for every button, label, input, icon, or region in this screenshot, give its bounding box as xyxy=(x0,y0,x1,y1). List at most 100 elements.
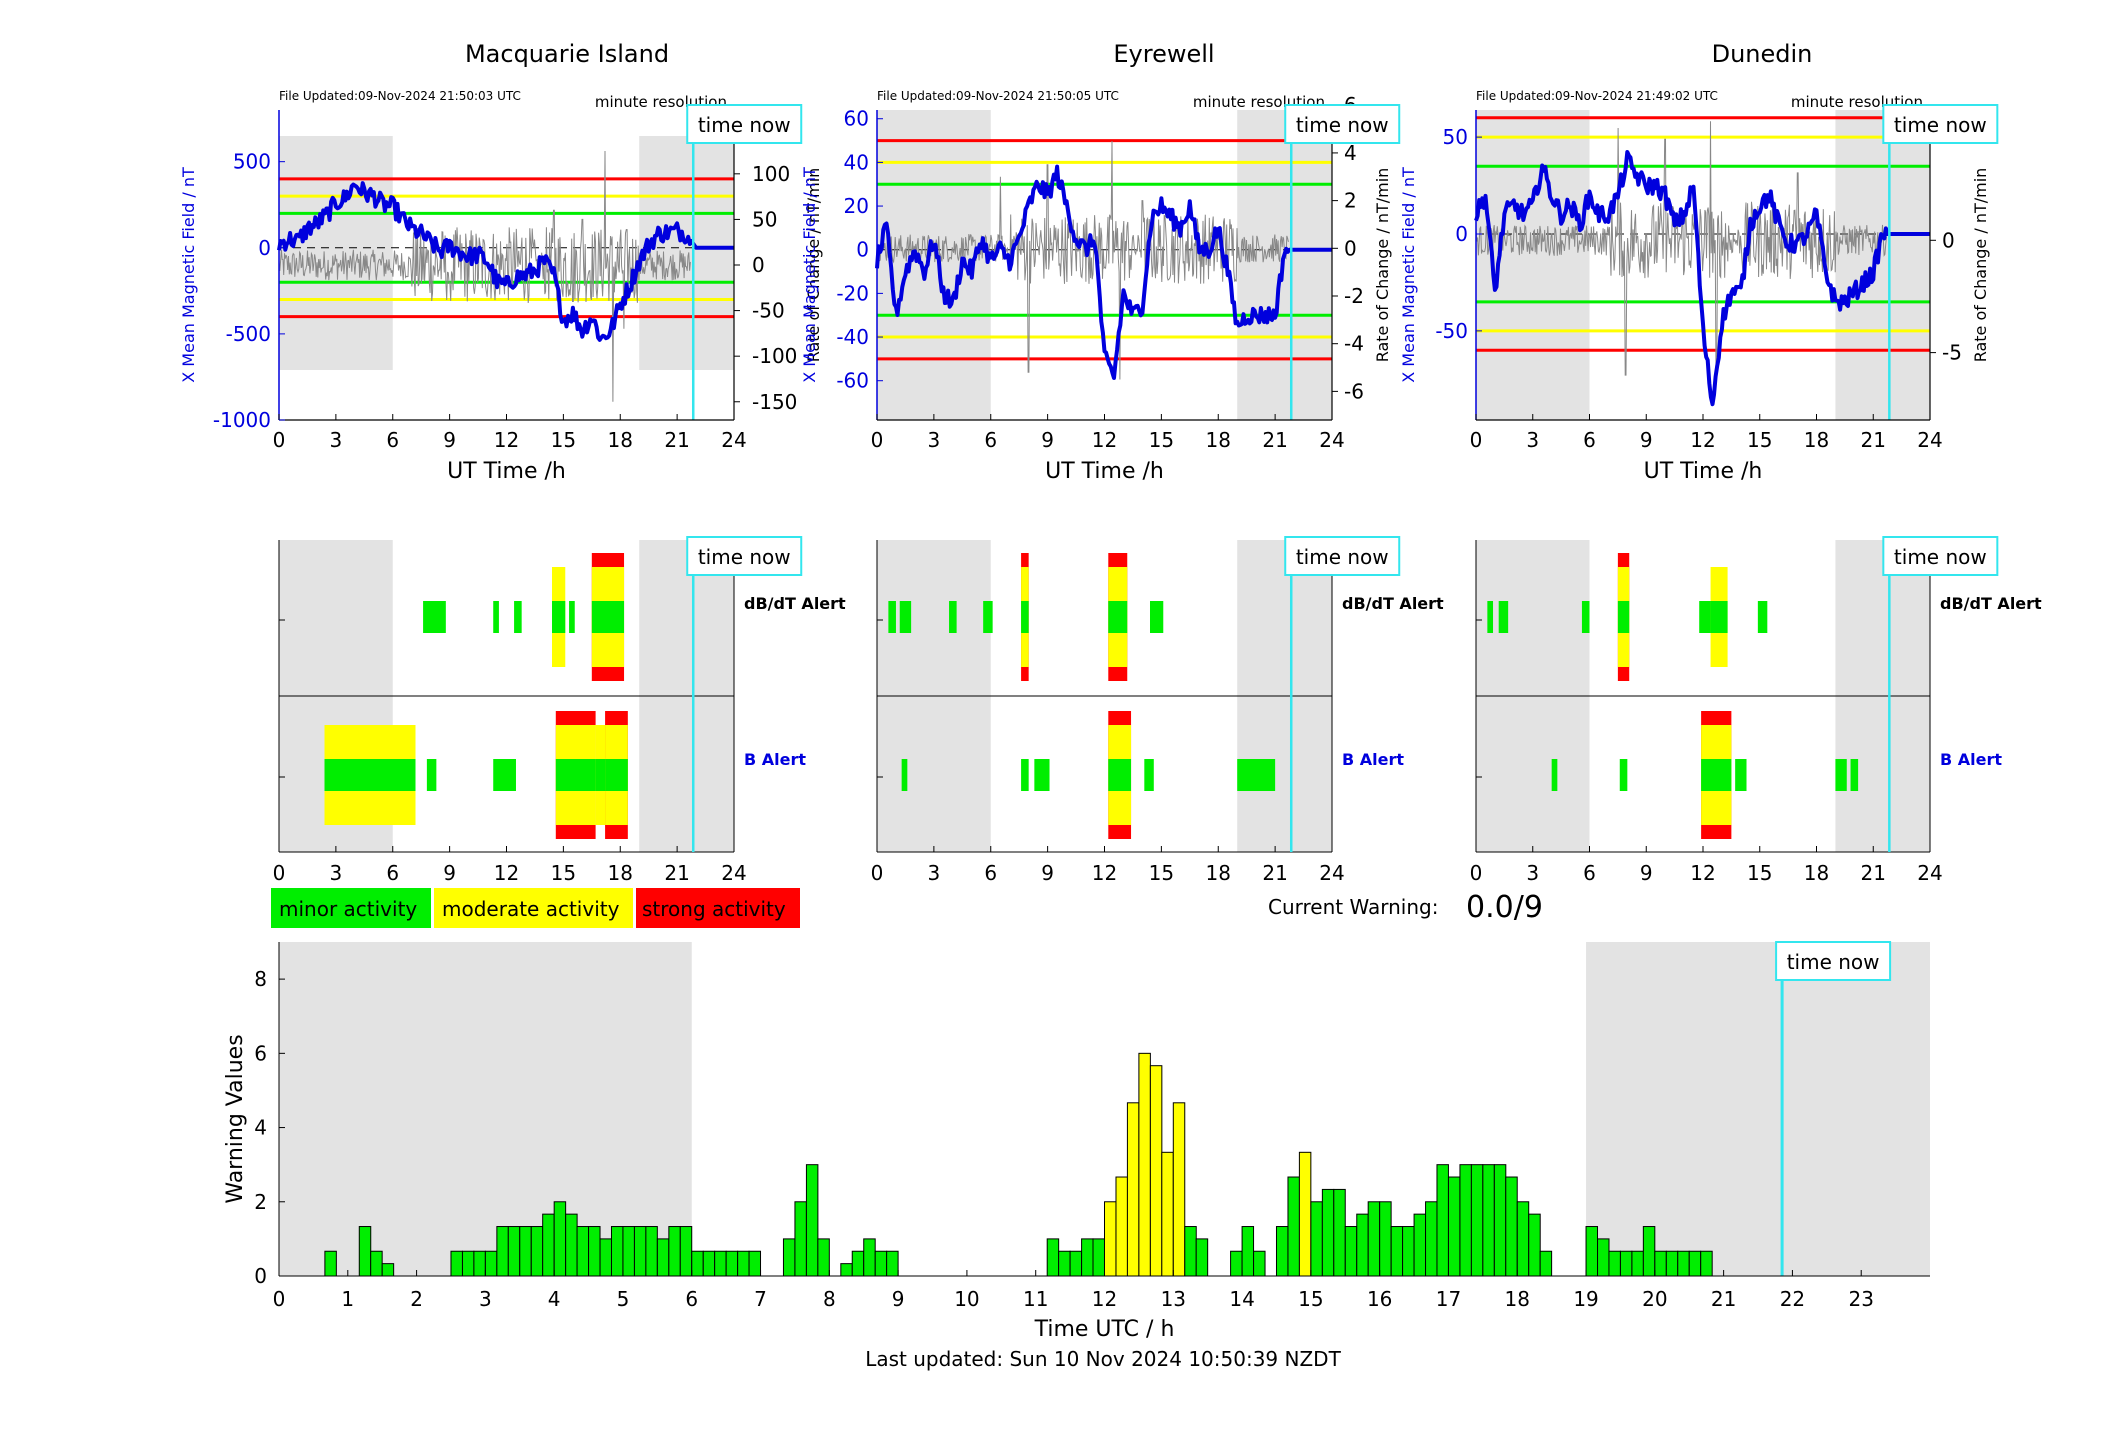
x-tick-label: 15 xyxy=(1298,1287,1323,1311)
warning-bar xyxy=(840,1263,853,1277)
x-tick-label: 0 xyxy=(273,1287,286,1311)
y2-tick-label: 2 xyxy=(1344,189,1357,213)
warning-bar xyxy=(1046,1238,1060,1277)
x-tick-label: 20 xyxy=(1642,1287,1667,1311)
b-alert-minor xyxy=(1237,759,1276,791)
warning-bar xyxy=(358,1226,372,1277)
x-tick-label: 9 xyxy=(1041,861,1054,885)
b-alert-label: B Alert xyxy=(1342,750,1404,769)
y2-tick-label: -150 xyxy=(752,390,797,414)
y2-tick-label: -4 xyxy=(1344,332,1364,356)
x-tick-label: 3 xyxy=(330,428,343,452)
y-tick-label: 20 xyxy=(844,194,869,218)
x-tick-label: 1 xyxy=(341,1287,354,1311)
warning-bar xyxy=(645,1226,658,1277)
time-now-box xyxy=(1882,536,1999,576)
y2-tick-label: 100 xyxy=(752,162,790,186)
x-tick-label: 18 xyxy=(1804,861,1829,885)
current-warning-value: 0.0/9 xyxy=(1466,890,1543,925)
y2-tick-label: -50 xyxy=(752,299,785,323)
warning-bar xyxy=(1425,1201,1438,1277)
warning-bar xyxy=(1310,1201,1323,1277)
warning-bar xyxy=(1092,1238,1105,1277)
warning-bar xyxy=(1516,1201,1530,1277)
x-tick-label: 6 xyxy=(386,861,399,885)
dbdt-alert-minor xyxy=(591,601,625,633)
b-alert-label: B Alert xyxy=(744,750,806,769)
dbdt-alert-minor xyxy=(1757,601,1768,633)
y2-tick-label: 4 xyxy=(1344,141,1357,165)
y-tick-label: -50 xyxy=(1435,319,1468,343)
warning-bar xyxy=(874,1250,888,1277)
warning-bar xyxy=(1459,1164,1472,1277)
y-tick-label: 6 xyxy=(254,1041,267,1065)
warning-bar xyxy=(610,1226,624,1277)
warning-bar xyxy=(1482,1164,1495,1277)
x-tick-label: 11 xyxy=(1023,1287,1048,1311)
warning-bar xyxy=(1379,1201,1392,1277)
x-tick-label: 15 xyxy=(1149,428,1174,452)
dbdt-alert-minor xyxy=(552,601,566,633)
warning-bar xyxy=(1608,1250,1621,1277)
legend-minor-swatch xyxy=(271,888,431,928)
warning-bar xyxy=(324,1250,337,1277)
warning-bar xyxy=(737,1250,750,1277)
x-tick-label: 18 xyxy=(1804,428,1829,452)
rate-of-change-series xyxy=(278,150,691,402)
x-tick-label: 21 xyxy=(1262,861,1287,885)
time-now-label: time now xyxy=(698,545,791,569)
y2-tick-label: -6 xyxy=(1344,379,1364,403)
x-tick-label: 14 xyxy=(1229,1287,1254,1311)
rate-of-change-series xyxy=(1475,121,1887,376)
warning-bar xyxy=(1172,1102,1186,1277)
x-tick-label: 0 xyxy=(1470,428,1483,452)
x-tick-label: 6 xyxy=(1583,428,1596,452)
x-tick-label: 3 xyxy=(479,1287,492,1311)
warning-bar xyxy=(1161,1151,1174,1277)
x-tick-label: 18 xyxy=(1505,1287,1530,1311)
y-tick-label: 60 xyxy=(844,107,869,131)
x-tick-label: 0 xyxy=(273,861,286,885)
y2-tick-label: -100 xyxy=(752,344,797,368)
b-alert-minor xyxy=(595,759,606,791)
y-tick-label: 0 xyxy=(856,238,869,262)
y-tick-label: -40 xyxy=(836,325,869,349)
dbdt-alert-minor xyxy=(899,601,912,633)
time-now-label: time now xyxy=(1296,545,1389,569)
b-alert-minor xyxy=(1619,759,1628,791)
warning-bar xyxy=(496,1226,509,1277)
warning-bar xyxy=(484,1250,498,1277)
x-tick-label: 9 xyxy=(892,1287,905,1311)
last-updated: Last updated: Sun 10 Nov 2024 10:50:39 N… xyxy=(865,1347,1341,1371)
x-tick-label: 16 xyxy=(1367,1287,1392,1311)
warning-bar xyxy=(1126,1102,1140,1277)
warning-bar xyxy=(542,1213,555,1277)
warning-bar xyxy=(1298,1151,1312,1277)
b-alert-minor xyxy=(1021,759,1029,791)
time-now-box xyxy=(1284,536,1401,576)
dbdt-alert-minor xyxy=(1699,601,1711,633)
b-alert-minor xyxy=(555,759,596,791)
y-axis-label: Warning Values xyxy=(223,1034,248,1203)
alert-plot-2: time now 0 3 6 9 12 15 18 21 24 dB/dT Alert B Alert xyxy=(871,536,1444,885)
x-tick-label: 9 xyxy=(443,861,456,885)
warning-bar xyxy=(622,1226,635,1277)
warning-bar xyxy=(1642,1226,1656,1277)
b-alert-minor xyxy=(1850,759,1859,791)
x-tick-label: 12 xyxy=(494,428,519,452)
dbdt-alert-label: dB/dT Alert xyxy=(1940,594,2042,613)
warning-bar xyxy=(886,1250,899,1277)
x-axis-label: Time UTC / h xyxy=(1034,1317,1175,1342)
file-updated-label: File Updated:09-Nov-2024 21:50:05 UTC xyxy=(877,89,1119,103)
station-title-dunedin: Dunedin xyxy=(1712,40,1813,68)
warning-bar xyxy=(1069,1250,1083,1277)
x-tick-label: 6 xyxy=(685,1287,698,1311)
warning-bar xyxy=(1413,1213,1427,1277)
time-now-box xyxy=(686,536,803,576)
x-tick-label: 6 xyxy=(984,861,997,885)
night-shade xyxy=(1586,942,1930,1276)
